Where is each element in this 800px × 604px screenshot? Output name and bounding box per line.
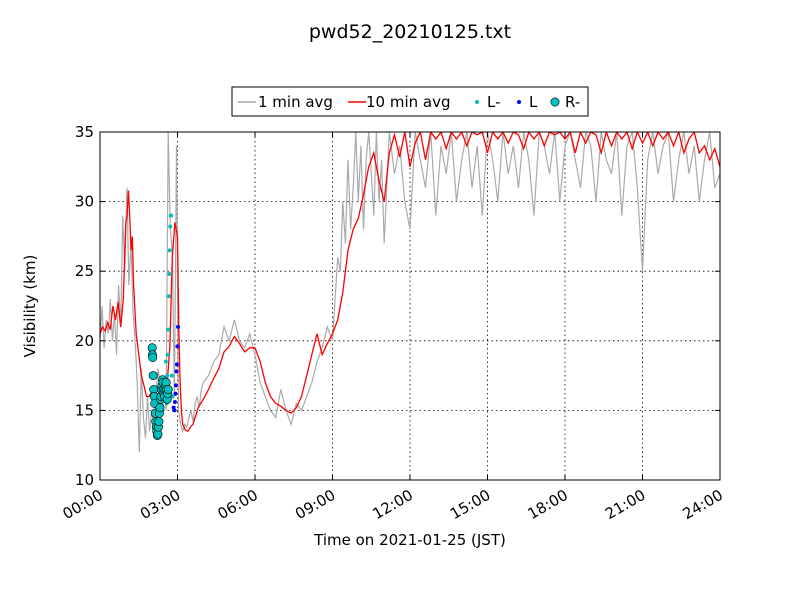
marker-l-minus [168, 224, 173, 229]
marker-r-minus [148, 371, 158, 381]
legend-box [231, 86, 589, 117]
chart-title: pwd52_20210125.txt [309, 21, 511, 43]
marker-l [176, 324, 181, 329]
y-tick-label: 30 [75, 193, 94, 211]
y-tick-label: 20 [75, 332, 94, 350]
x-tick-label: 12:00 [370, 486, 416, 523]
marker-l-minus [167, 248, 172, 253]
marker-l-minus [167, 271, 172, 276]
marker-r-minus [155, 403, 165, 413]
legend-swatch-dot [475, 100, 479, 104]
marker-r-minus [163, 385, 173, 395]
x-tick-label: 09:00 [292, 486, 338, 523]
marker-l [174, 362, 179, 367]
x-tick-label: 00:00 [60, 486, 106, 523]
y-tick-label: 25 [75, 262, 94, 280]
marker-l-minus [166, 294, 171, 299]
x-tick-label: 03:00 [137, 486, 183, 523]
legend-label: L [529, 93, 538, 111]
marker-l [172, 408, 177, 413]
x-axis: 00:00 03:00 06:00 09:00 12:00 15:00 18:00 21:00… [60, 132, 726, 523]
plot-area [100, 132, 720, 453]
marker-l-minus [166, 327, 171, 332]
legend-swatch-circle [550, 97, 560, 107]
marker-l-minus [165, 352, 170, 357]
marker-l-minus [165, 373, 170, 378]
marker-l [173, 391, 178, 396]
legend-label: R- [565, 93, 580, 111]
marker-l [172, 400, 177, 405]
marker-r-minus [154, 417, 164, 427]
marker-l [174, 369, 179, 374]
marker-l-minus [163, 359, 168, 364]
y-axis-label: Visibility (km) [21, 255, 39, 358]
x-tick-label: 18:00 [525, 486, 571, 523]
y-tick-label: 10 [75, 471, 94, 489]
marker-l [175, 344, 180, 349]
legend-label: 1 min avg [258, 93, 333, 111]
legend-label: L- [487, 93, 501, 111]
y-tick-label: 15 [75, 401, 94, 419]
legend-label: 10 min avg [366, 93, 451, 111]
x-tick-label: 21:00 [602, 486, 648, 523]
grid [100, 132, 720, 480]
y-tick-label: 35 [75, 123, 94, 141]
x-axis-label: Time on 2021-01-25 (JST) [313, 531, 506, 549]
plot-frame [99, 131, 721, 481]
marker-l-minus [169, 213, 174, 218]
marker-r-minus [148, 353, 158, 363]
marker-l [173, 383, 178, 388]
marker-l-minus [169, 373, 174, 378]
x-tick-label: 24:00 [680, 486, 726, 523]
y-axis: 10 15 20 25 30 35 [75, 123, 720, 489]
legend: 1 min avg 10 min avg L- L R- [231, 86, 589, 117]
x-tick-label: 06:00 [215, 486, 261, 523]
legend-swatch-dot [517, 100, 521, 104]
series-line-1min [100, 132, 720, 453]
x-tick-label: 15:00 [447, 486, 493, 523]
